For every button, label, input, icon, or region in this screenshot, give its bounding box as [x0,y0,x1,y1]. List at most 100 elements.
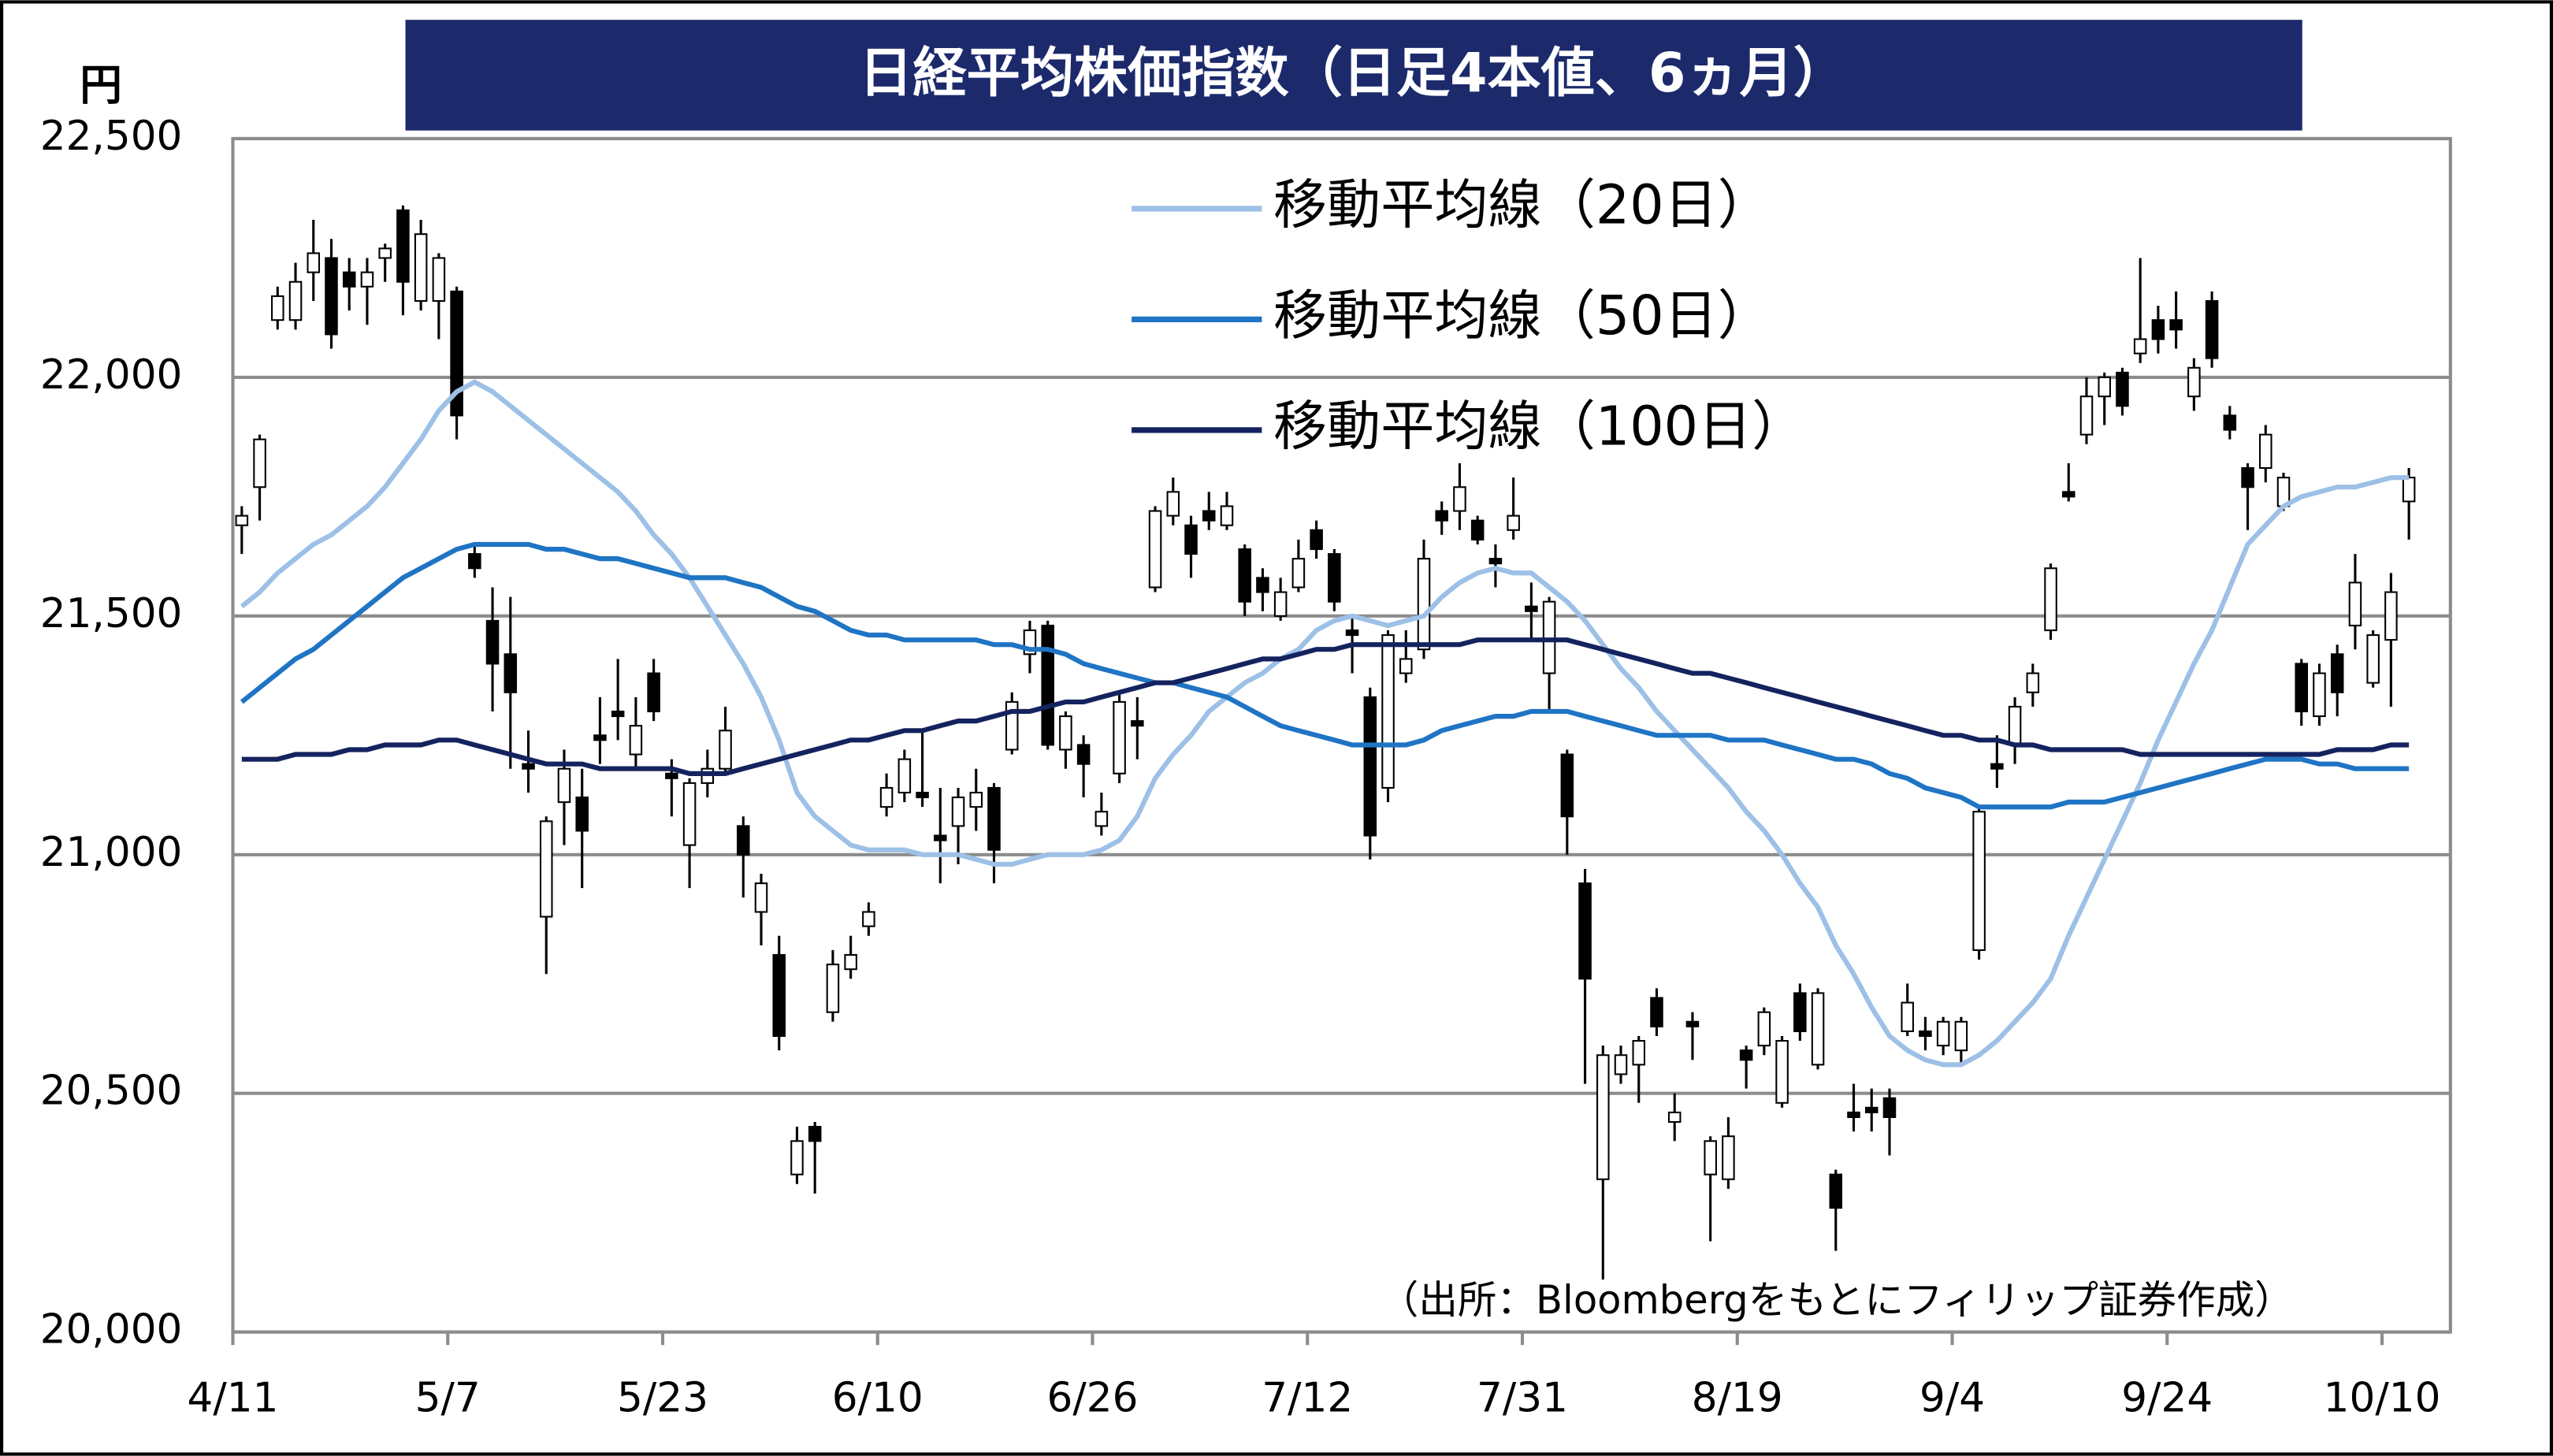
candle-body [1560,753,1574,818]
candle-body [378,247,392,259]
candle-body [1184,524,1198,555]
candle-body [342,271,356,288]
candle-body [2330,653,2344,693]
x-tick-label: 9/24 [2121,1374,2213,1421]
candle-body [1578,882,1592,980]
candle-body [772,953,786,1038]
candle-body [862,911,875,927]
candle-body [808,1126,822,1142]
candle-body [1041,624,1054,746]
y-tick-label: 21,000 [40,829,183,876]
candle-body [557,767,571,804]
candle-body [897,758,912,794]
candle-body [288,280,303,321]
candle-body [1363,696,1377,837]
candle-body [432,257,446,303]
candle-body [1328,553,1341,603]
candle-body [1882,1097,1897,1119]
candle-body [325,257,338,336]
candle-body [1166,491,1180,517]
candle-body [2241,466,2254,488]
candle-body [485,619,500,665]
candle-body [1775,1040,1789,1104]
candle-body [2079,396,2094,436]
candle-body [1901,1001,1914,1032]
candle-body [1291,558,1306,589]
candle-body [2062,491,2075,498]
candle-body [1076,744,1091,765]
candle-body [2169,319,2183,331]
x-tick-label: 5/7 [415,1374,481,1421]
candle-body [1131,720,1144,727]
candle-body [1650,997,1663,1027]
candle-body [826,964,840,1013]
x-tick-label: 8/19 [1692,1374,1783,1421]
candle-body [1596,1054,1610,1180]
title-band [405,20,2302,131]
candle-body [2223,414,2237,431]
candle-body [1525,605,1538,612]
y-tick-label: 20,500 [40,1068,183,1115]
candle-body [1632,1040,1646,1066]
candle-body [1757,1011,1771,1047]
candle-body [539,820,553,918]
candle-body [1864,1106,1879,1113]
candle-body [719,730,732,770]
candle-body [2008,705,2022,746]
y-tick-label: 20,000 [40,1306,183,1354]
candle-body [1739,1049,1753,1061]
candle-body [879,786,894,808]
candle-body [1722,1135,1735,1180]
candle-body [450,290,463,417]
candle-body [790,1140,804,1176]
candle-body [2116,371,2129,407]
candle-body [1667,1111,1682,1124]
moving-average-line [240,379,2410,1068]
candle-body [1954,1020,1968,1052]
candle-body [504,653,518,693]
candle-body [1793,992,1807,1032]
candle-body [1381,634,1395,789]
candle-body [414,233,428,303]
candle-body [2187,366,2201,398]
candle-body [665,772,678,779]
legend-label: 移動平均線（20日） [1273,174,1771,236]
legend-label: 移動平均線（100日） [1273,396,1806,458]
candle-body [1238,548,1251,603]
candle-body [1542,600,1556,674]
candle-body [1704,1140,1717,1176]
candle-body [1829,1173,1843,1209]
candle-body [1919,1030,1932,1038]
candle-body [1470,519,1485,540]
candle-body [916,791,929,799]
x-tick-label: 7/31 [1477,1374,1568,1421]
candle-body [1488,558,1503,565]
candle-body [1148,510,1162,589]
candle-body [2205,299,2219,359]
candle-body [951,797,965,827]
candle-body [1256,577,1269,593]
x-tick-label: 5/23 [617,1374,708,1421]
candle-body [1811,992,1825,1066]
candle-body [360,271,374,288]
x-tick-label: 4/11 [188,1374,279,1421]
candle-body [2295,663,2309,713]
candle-body [2313,672,2326,718]
candle-body [2133,338,2147,355]
candle-body [844,953,857,971]
chart-title: 日経平均株価指数（日足4本値、6ヵ月） [859,43,1847,105]
candle-body [575,797,589,832]
candle-body [1685,1020,1700,1027]
x-tick-label: 9/4 [1919,1374,1985,1421]
y-tick-label: 22,500 [40,113,183,160]
candle-body [1614,1054,1628,1075]
candle-body [468,553,481,570]
candle-body [1345,629,1359,637]
candle-body [396,209,410,283]
candle-body [682,782,697,846]
candle-body [1936,1020,1950,1047]
candle-body [271,295,284,321]
y-tick-label: 22,000 [40,351,183,399]
candle-body [1094,811,1109,827]
